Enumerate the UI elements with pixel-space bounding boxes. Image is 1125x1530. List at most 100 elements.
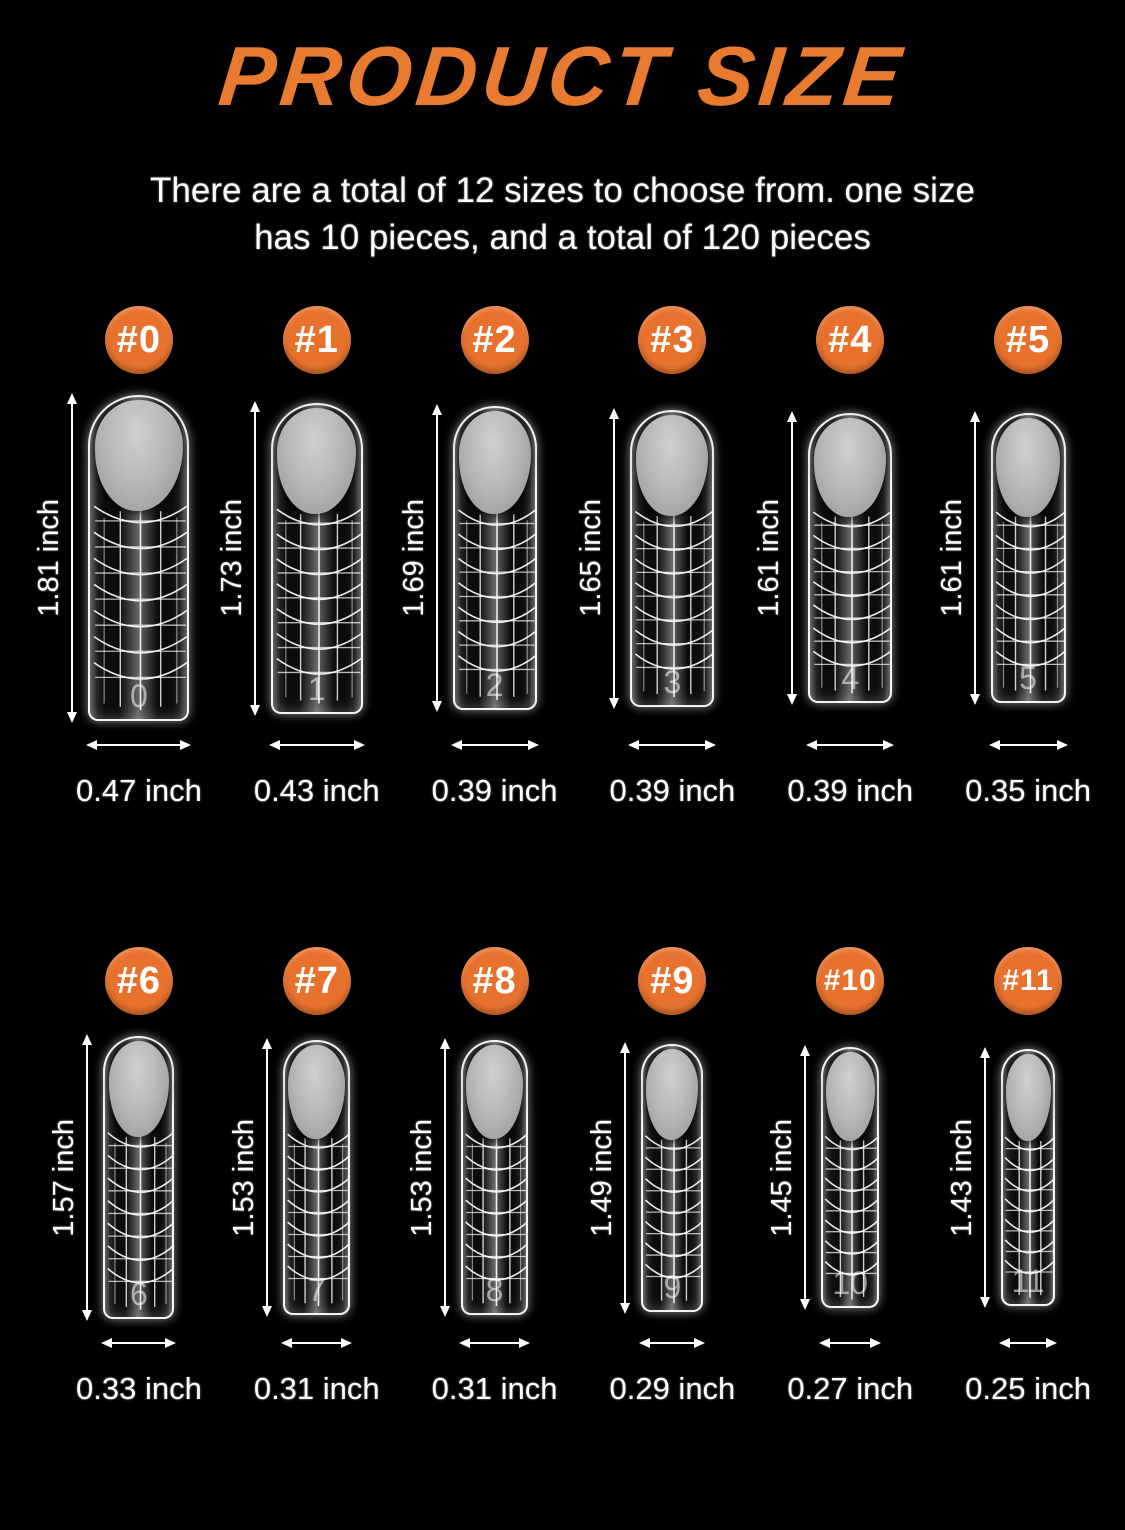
nail-tip: [1005, 1054, 1051, 1142]
width-arrow: [990, 744, 1066, 747]
form-number: 9: [663, 1268, 682, 1305]
form-wrap: 1.43 inch 11: [946, 1049, 1056, 1307]
size-badge: #3: [638, 306, 707, 375]
form-wrap: 1.65 inch 3: [575, 409, 715, 707]
size-column: #0 1.81 inch 0 0.47 inch: [33, 306, 228, 809]
size-badge-label: #10: [823, 964, 877, 998]
nail-tip: [646, 1048, 699, 1140]
nail-form: 6: [103, 1036, 175, 1320]
size-badge: #7: [282, 947, 351, 1016]
size-badge: #0: [104, 306, 173, 375]
size-column: #5 1.61 inch 5 0.35 inch: [936, 306, 1117, 809]
height-arrow: [71, 395, 74, 722]
width-arrow: [808, 744, 893, 747]
height-dimension: 1.43 inch: [946, 1049, 1001, 1307]
width-label: 0.39 inch: [609, 773, 736, 809]
height-arrow: [984, 1049, 987, 1307]
form-wrap: 1.73 inch 1: [216, 402, 363, 714]
size-badge: #5: [994, 306, 1063, 375]
form-number: 7: [307, 1272, 326, 1309]
form-wrap: 1.45 inch 10: [766, 1047, 880, 1309]
nail-tip: [996, 418, 1060, 518]
nail-form: 11: [1001, 1049, 1056, 1307]
form-number: 2: [485, 667, 504, 704]
size-column: #9 1.49 inch 9 0.29 inch: [583, 947, 761, 1407]
nail-tip: [814, 418, 887, 518]
height-label: 1.45 inch: [766, 1118, 799, 1237]
size-column: #4 1.61 inch 4 0.39 inch: [753, 306, 939, 809]
figure-slot: 1.69 inch 2: [398, 386, 537, 730]
width-label: 0.43 inch: [253, 773, 380, 809]
figure-slot: 1.53 inch 8: [406, 1027, 529, 1328]
figure-slot: 1.81 inch 0: [33, 386, 190, 730]
nail-form: 9: [641, 1043, 704, 1312]
form-number: 4: [841, 660, 860, 697]
figure-slot: 1.45 inch 10: [766, 1027, 880, 1328]
size-badge-label: #0: [116, 318, 162, 361]
form-grid-lines: [107, 1128, 175, 1310]
height-arrow: [804, 1047, 807, 1309]
height-arrow: [624, 1043, 627, 1312]
figure-slot: 1.57 inch 6: [48, 1027, 175, 1328]
width-label: 0.35 inch: [965, 773, 1091, 809]
form-wrap: 1.53 inch 8: [406, 1040, 529, 1316]
form-wrap: 1.61 inch 5: [936, 413, 1066, 704]
height-label: 1.69 inch: [397, 499, 430, 618]
size-badge-label: #4: [828, 318, 873, 361]
height-label: 1.53 inch: [406, 1118, 439, 1237]
width-arrow: [461, 1342, 529, 1345]
figure-slot: 1.43 inch 11: [946, 1027, 1056, 1328]
form-number: 11: [1011, 1263, 1045, 1300]
width-label: 0.25 inch: [965, 1371, 1091, 1407]
size-column: #10 1.45 inch 10 0.27 inch: [761, 947, 939, 1407]
size-badge: #4: [816, 306, 885, 375]
form-grid-lines: [465, 1130, 528, 1307]
form-wrap: 1.57 inch 6: [48, 1036, 175, 1320]
height-arrow: [444, 1040, 447, 1316]
height-dimension: 1.69 inch: [397, 406, 453, 711]
height-label: 1.61 inch: [935, 499, 968, 618]
nail-tip: [825, 1052, 875, 1142]
height-arrow: [791, 413, 794, 704]
height-label: 1.65 inch: [575, 499, 608, 618]
form-wrap: 1.49 inch 9: [586, 1043, 704, 1312]
nail-tip: [458, 411, 531, 515]
figure-slot: 1.61 inch 5: [936, 386, 1066, 730]
nail-tip: [466, 1045, 523, 1140]
page-title: PRODUCT SIZE: [214, 29, 911, 123]
size-badge-label: #3: [650, 318, 695, 361]
height-label: 1.49 inch: [586, 1118, 619, 1237]
form-grid-lines: [995, 507, 1066, 694]
width-arrow: [283, 1342, 351, 1345]
figure-slot: 1.61 inch 4: [753, 386, 893, 730]
nail-form: 5: [990, 413, 1066, 704]
size-column: #1 1.73 inch 1 0.43 inch: [216, 306, 406, 809]
form-wrap: 1.69 inch 2: [398, 406, 537, 711]
form-grid-lines: [1004, 1133, 1056, 1298]
height-arrow: [435, 406, 438, 711]
size-badge-label: #6: [116, 959, 162, 1002]
width-label: 0.47 inch: [76, 773, 202, 809]
size-badge: #11: [994, 947, 1063, 1016]
height-label: 1.43 inch: [946, 1118, 979, 1237]
width-label: 0.33 inch: [76, 1371, 202, 1407]
size-column: #3 1.65 inch 3 0.39 inch: [575, 306, 761, 809]
nail-form: 7: [283, 1040, 351, 1316]
size-column: #7 1.53 inch 7 0.31 inch: [228, 947, 406, 1407]
form-number: 6: [130, 1276, 148, 1313]
nail-tip: [277, 407, 357, 514]
form-grid-lines: [93, 501, 188, 711]
height-dimension: 1.65 inch: [575, 409, 630, 707]
size-badge-label: #8: [472, 959, 517, 1002]
height-label: 1.61 inch: [753, 499, 786, 618]
width-arrow: [88, 744, 190, 747]
nail-form: 1: [270, 402, 363, 714]
height-dimension: 1.73 inch: [216, 402, 271, 714]
size-row-1: #0 1.81 inch 0 0.47 inch #1: [0, 306, 1125, 809]
size-column: #11 1.43 inch 11 0.25 inch: [939, 947, 1117, 1407]
size-badge-label: #7: [294, 959, 339, 1002]
height-arrow: [973, 413, 976, 704]
size-badge: #9: [638, 947, 707, 1016]
height-label: 1.57 inch: [48, 1118, 81, 1237]
size-column: #8 1.53 inch 8 0.31 inch: [406, 947, 584, 1407]
